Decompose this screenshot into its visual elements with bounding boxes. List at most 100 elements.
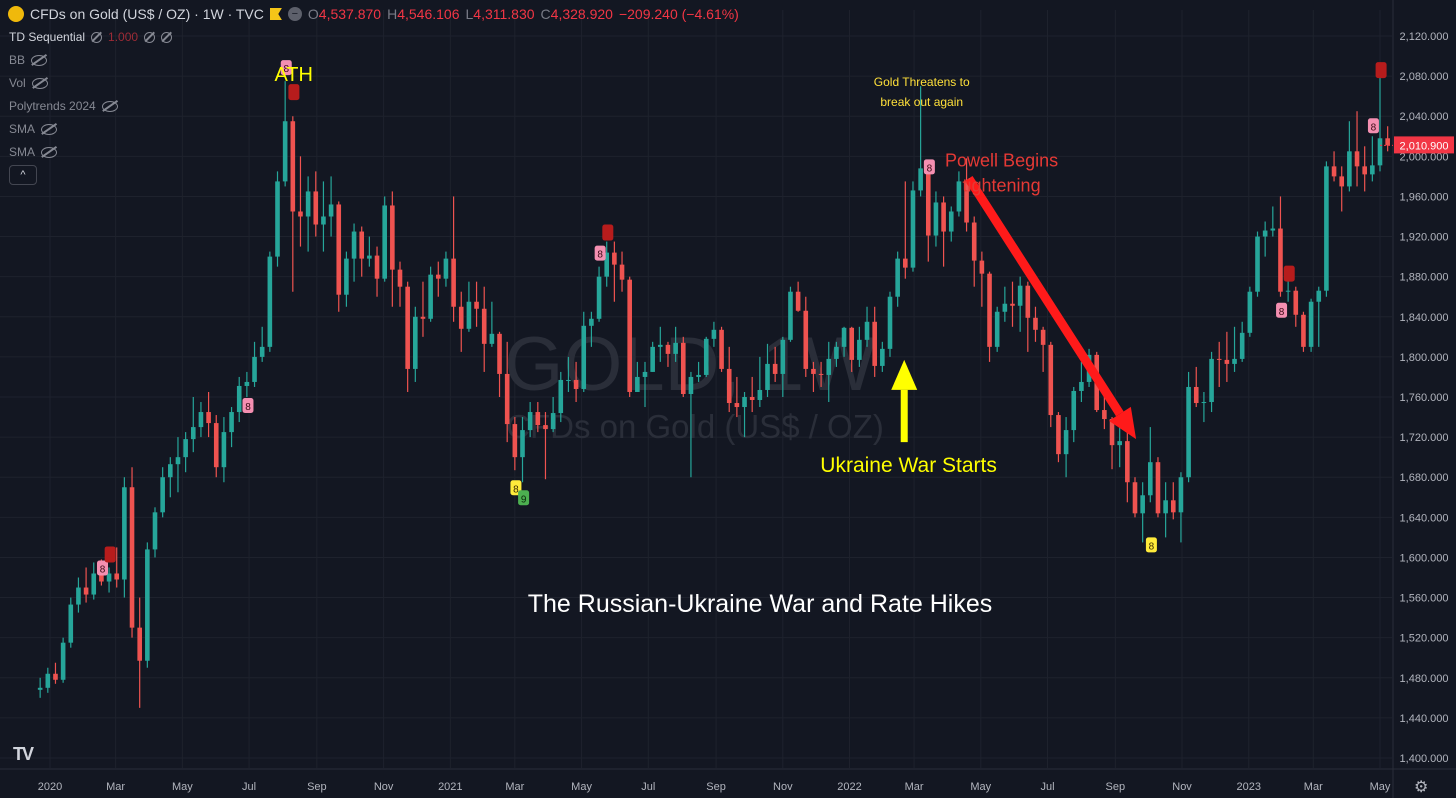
candle-body <box>948 211 954 232</box>
candle-body <box>749 397 755 401</box>
candle-body <box>650 346 655 372</box>
eye-crossed-icon[interactable] <box>41 146 58 158</box>
td-marker: 9 <box>518 490 530 506</box>
change-value: −209.240 (−4.61%) <box>618 6 739 22</box>
candle-body <box>765 363 770 390</box>
close-value: 4,328.920 <box>550 6 613 22</box>
minus-icon[interactable]: − <box>287 7 302 21</box>
candle-body <box>527 412 533 431</box>
eye-crossed-icon[interactable] <box>31 77 48 89</box>
symbol-title[interactable]: CFDs on Gold (US$ / OZ) · 1W · TVC <box>30 6 264 22</box>
candle-body <box>857 339 862 360</box>
candle-body <box>99 573 104 582</box>
candle-body <box>1186 386 1191 478</box>
candle-body <box>351 231 357 259</box>
price-axis[interactable]: 2,120.000 2,080.000 2,040.000 2,000.000 1,96… <box>1400 31 1449 765</box>
y-tick-label: 1,760.000 <box>1400 392 1449 404</box>
indicator-vol[interactable]: Vol <box>9 76 48 90</box>
y-tick-label: 1,880.000 <box>1400 272 1449 284</box>
candle-body <box>864 321 870 340</box>
candle-body <box>451 258 456 307</box>
x-tick-label: Jul <box>242 781 256 793</box>
hidden-icon[interactable] <box>161 31 173 43</box>
indicator-sma-1[interactable]: SMA <box>9 122 58 136</box>
x-tick-label: Mar <box>505 781 524 793</box>
arrow-shaft <box>964 175 1124 417</box>
y-tick-label: 1,680.000 <box>1400 472 1449 484</box>
hidden-icon[interactable] <box>91 31 103 43</box>
candle-body <box>795 291 801 311</box>
candle-body <box>895 258 900 297</box>
candle-body <box>1331 166 1337 177</box>
indicator-name: SMA <box>9 122 36 136</box>
gear-icon[interactable]: ⚙ <box>1414 779 1429 796</box>
td-marker-label: 8 <box>100 564 106 575</box>
eye-crossed-icon[interactable] <box>31 54 48 66</box>
tradingview-logo-icon[interactable]: TV <box>13 744 34 764</box>
candle-body <box>390 205 395 270</box>
candle-body <box>734 403 740 408</box>
candle-body <box>474 301 479 309</box>
td-marker-box <box>594 245 606 261</box>
candle-body <box>979 260 985 274</box>
candle-body <box>328 204 334 217</box>
td-marker-box <box>1375 62 1387 79</box>
candle-body <box>742 397 747 408</box>
gold-coin-icon <box>8 6 24 22</box>
chevron-up-icon[interactable]: ^ <box>9 165 37 185</box>
legend-header: CFDs on Gold (US$ / OZ) · 1W · TVC − O4,… <box>8 6 739 22</box>
y-tick-label: 1,800.000 <box>1400 352 1449 364</box>
td-marker-label: 8 <box>513 484 519 495</box>
td-marker-label: 8 <box>1279 307 1285 318</box>
candle-body <box>1385 138 1390 146</box>
eye-crossed-icon[interactable] <box>41 123 58 135</box>
td-marker: 8 <box>1276 302 1288 318</box>
candle-body <box>1132 482 1138 514</box>
indicator-bb[interactable]: BB <box>9 53 48 67</box>
x-tick-label: Jul <box>641 781 655 793</box>
candle-body <box>941 202 946 232</box>
time-axis[interactable]: 2020 Mar May Jul Sep Nov 2021 Mar May Jul Sep Nov 20… <box>38 781 1391 793</box>
candle-body <box>558 379 564 414</box>
indicator-sma-2[interactable]: SMA <box>9 145 58 159</box>
hidden-icon[interactable] <box>144 31 156 43</box>
candle-body <box>841 327 847 347</box>
last-price-box <box>1394 136 1454 154</box>
candle-body <box>826 358 832 375</box>
candle-body <box>336 204 342 295</box>
x-tick-label: May <box>172 781 193 793</box>
candle-body <box>428 274 433 319</box>
candle-body <box>535 412 541 426</box>
candle-body <box>803 310 809 369</box>
indicator-polytrends[interactable]: Polytrends 2024 <box>9 99 118 113</box>
candle-body <box>757 389 763 401</box>
candle-body <box>1109 419 1115 446</box>
x-tick-label: 2022 <box>837 781 861 793</box>
indicator-name: BB <box>9 53 26 67</box>
candle-body <box>145 549 150 661</box>
td-marker <box>1375 62 1387 79</box>
candle-body <box>1140 495 1145 514</box>
close-label: C <box>540 6 551 22</box>
annotation-text: break out again <box>880 95 963 109</box>
candle-body <box>1209 358 1214 403</box>
annotation-arrows <box>891 175 1137 443</box>
candle-body <box>581 325 587 389</box>
low-value: 4,311.830 <box>473 6 535 22</box>
flag-icon[interactable] <box>269 8 282 20</box>
candle-body <box>1125 441 1130 483</box>
td-marker-box <box>242 398 254 414</box>
candle-body <box>466 301 472 329</box>
eye-crossed-icon[interactable] <box>101 100 118 112</box>
y-tick-label: 1,960.000 <box>1400 191 1449 203</box>
chart-title: The Russian-Ukraine War and Rate Hikes <box>528 590 993 618</box>
y-tick-label: 2,000.000 <box>1400 151 1449 163</box>
td-marker: 8 <box>923 159 935 175</box>
candle-body <box>1308 301 1314 347</box>
indicator-td-sequential[interactable]: TD Sequential 1.000 <box>9 30 173 44</box>
candle-body <box>236 385 242 413</box>
candle-body <box>696 374 701 377</box>
td-marker <box>104 546 116 563</box>
candle-body <box>1316 290 1322 302</box>
